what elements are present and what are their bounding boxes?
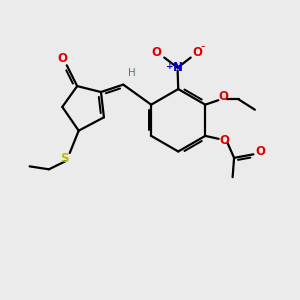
Text: O: O: [219, 134, 229, 147]
Text: O: O: [152, 46, 162, 59]
Text: -: -: [200, 40, 205, 53]
Text: +: +: [166, 62, 173, 71]
Text: O: O: [255, 145, 265, 158]
Text: S: S: [60, 152, 69, 164]
Text: O: O: [193, 46, 202, 59]
Text: O: O: [57, 52, 67, 65]
Text: N: N: [172, 61, 183, 74]
Text: O: O: [218, 90, 228, 104]
Text: H: H: [128, 68, 135, 78]
